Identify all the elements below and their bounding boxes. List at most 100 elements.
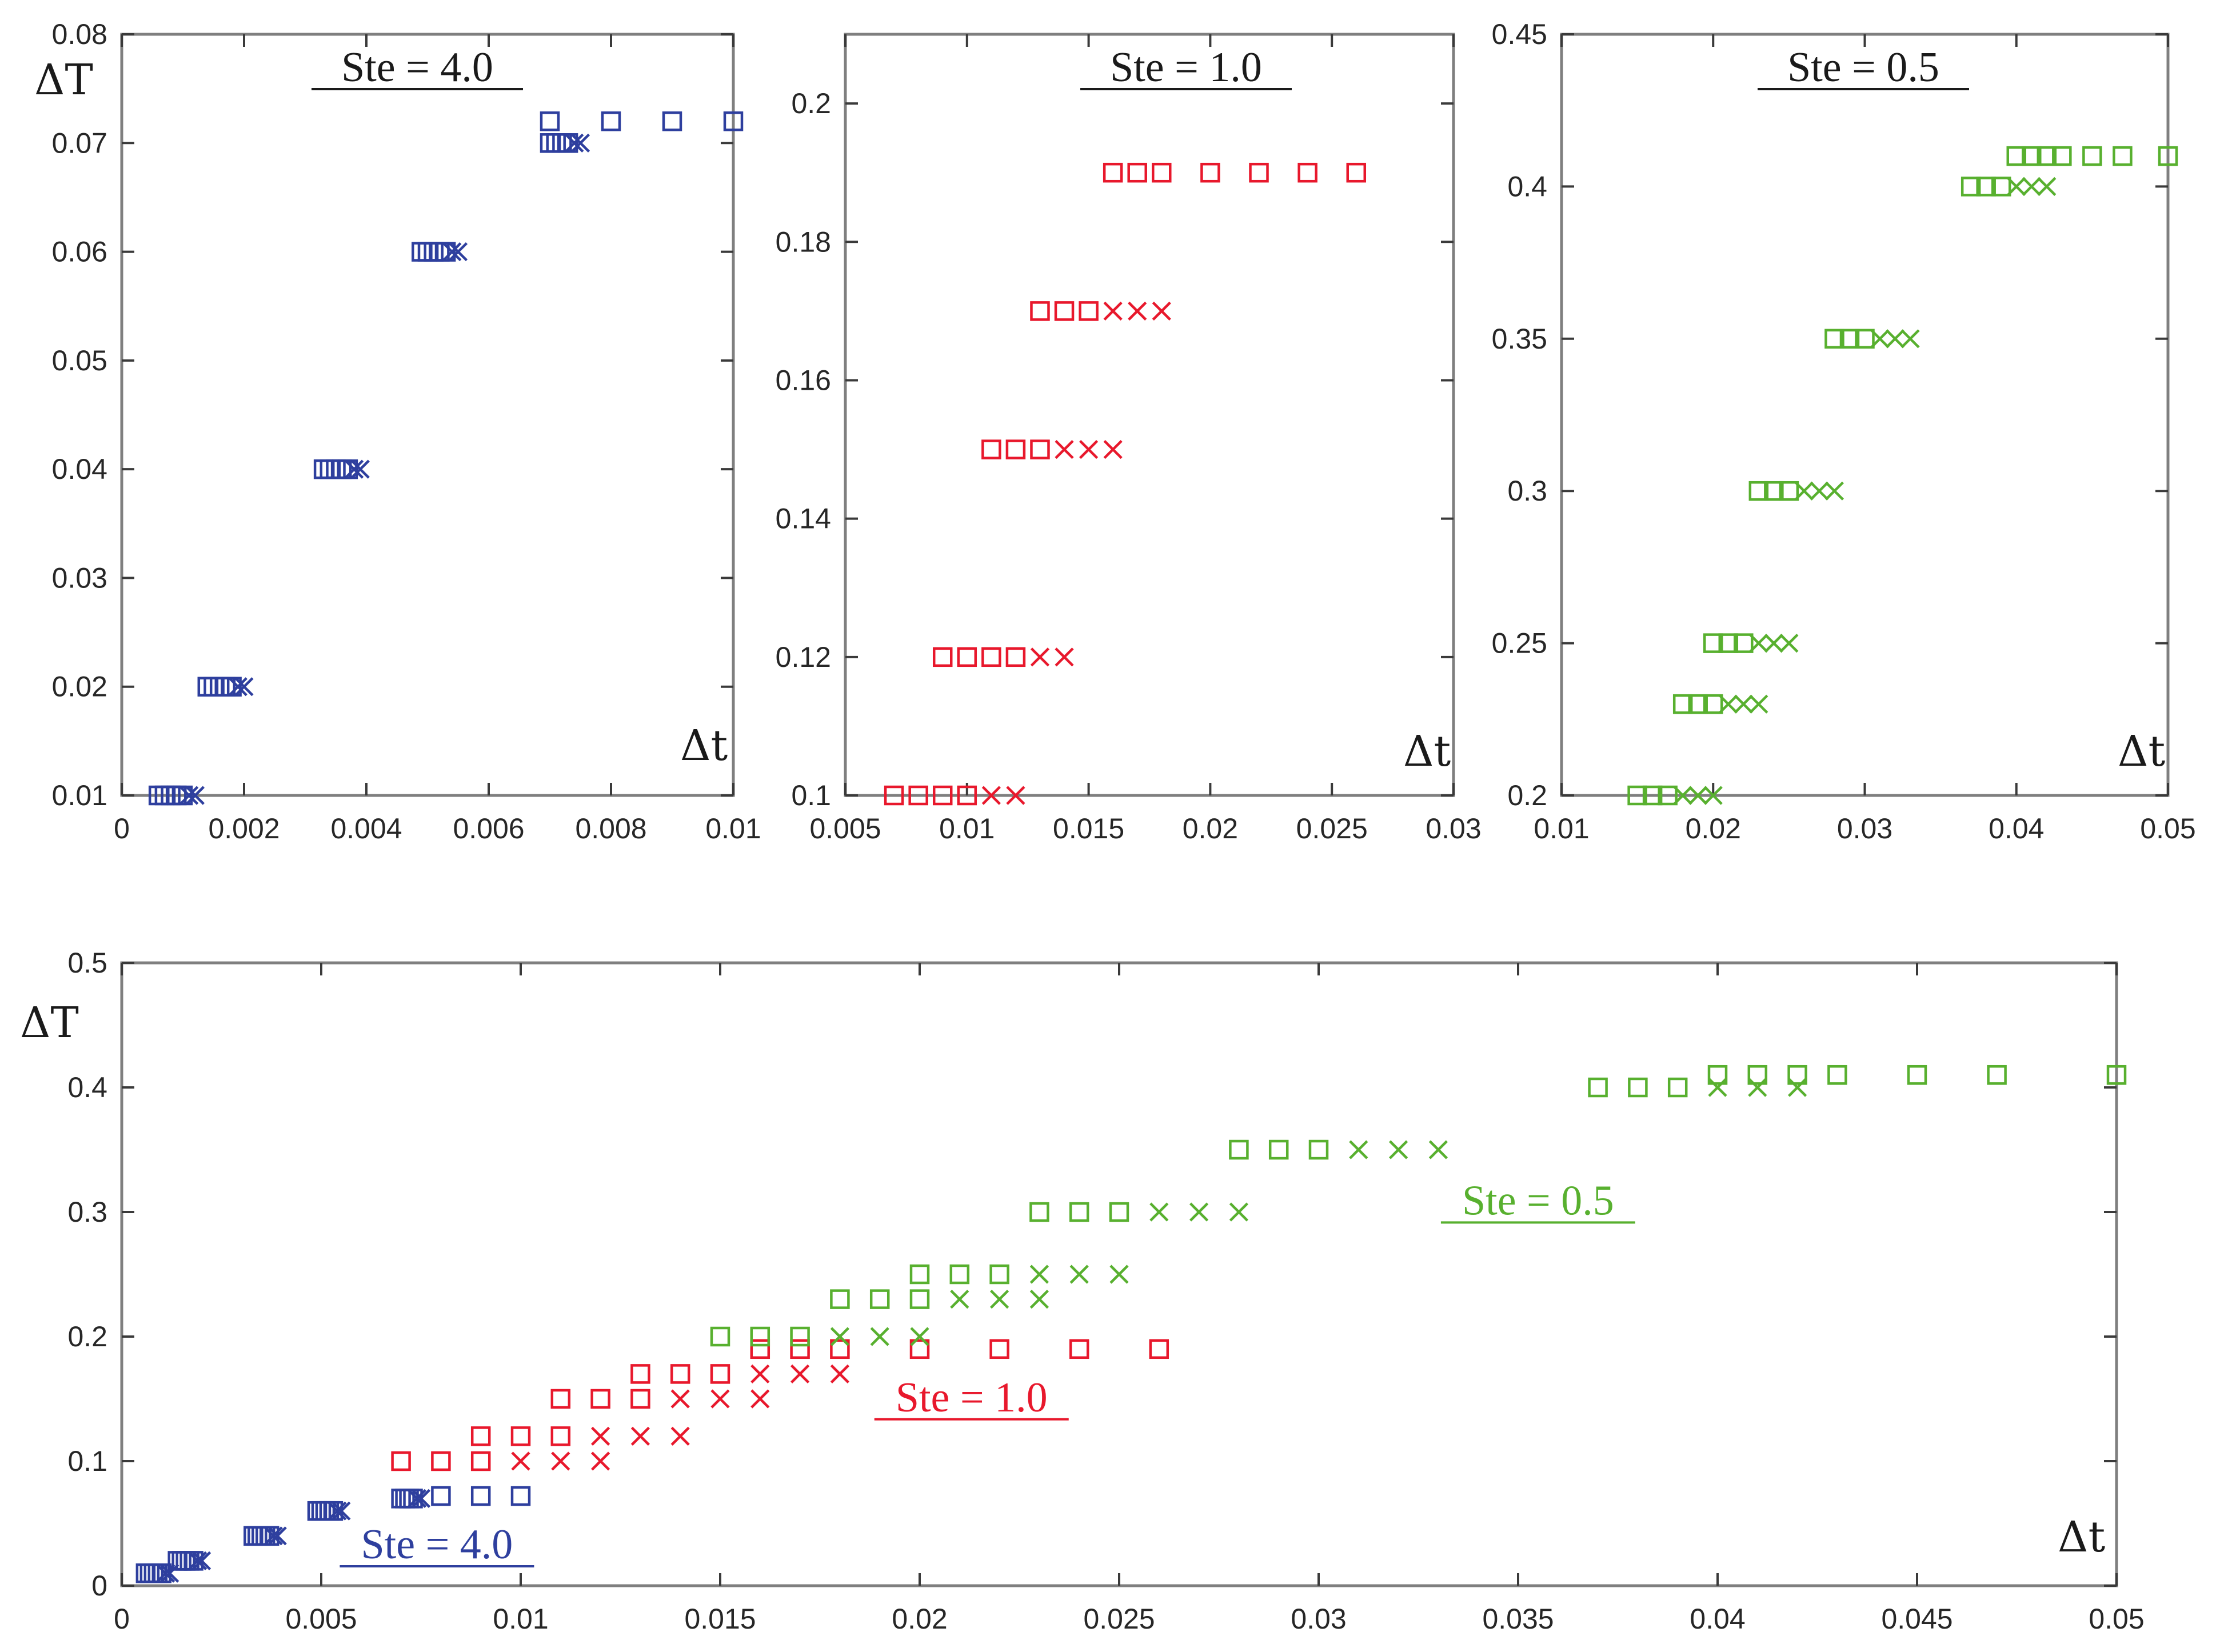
square-marker (1718, 633, 1739, 653)
y-tick-label: 0.16 (776, 364, 831, 396)
x-tick-label: 0.002 (208, 813, 280, 845)
x-tick-label: 0.025 (1083, 1603, 1155, 1635)
series (830, 1078, 1807, 1346)
cross-marker (870, 1327, 889, 1346)
cross-marker (1870, 329, 1890, 349)
cross-marker (1885, 329, 1905, 349)
cross-marker (1824, 481, 1844, 501)
cross-marker (950, 1290, 969, 1309)
square-marker (662, 111, 682, 131)
cross-marker (328, 1501, 347, 1521)
square-marker (1149, 1339, 1169, 1359)
square-marker (1628, 1077, 1648, 1098)
square-marker (1658, 785, 1678, 806)
cross-marker (790, 1364, 810, 1383)
cross-marker (332, 1501, 351, 1521)
x-tick-label: 0.045 (1881, 1603, 1953, 1635)
square-marker (750, 1326, 770, 1347)
cross-marker (591, 1426, 610, 1446)
x-axis-label: Δt (2058, 1513, 2105, 1562)
square-marker (1987, 1065, 2007, 1085)
cross-marker (185, 786, 205, 805)
cross-marker (830, 1364, 849, 1383)
y-axis-label: ΔT (34, 55, 93, 105)
square-marker (710, 1326, 730, 1347)
square-marker (1824, 329, 1844, 349)
cross-marker (1900, 329, 1920, 349)
square-marker (830, 1289, 850, 1309)
series (981, 301, 1171, 805)
square-marker (1297, 162, 1317, 183)
y-tick-label: 0 (91, 1570, 107, 1602)
square-marker (338, 459, 358, 479)
x-tick-label: 0.006 (453, 813, 524, 845)
chart-bottom: 0 0.005 0.01 0.015 0.02 0.025 0.03 0.035 0.04 0.0… (20, 947, 2145, 1635)
x-tick-label: 0.02 (1183, 813, 1238, 845)
cross-marker (179, 786, 199, 805)
cross-marker (1189, 1202, 1209, 1222)
cross-marker (1152, 301, 1171, 321)
square-marker (1030, 439, 1050, 459)
series (884, 162, 1367, 806)
square-marker (1688, 694, 1708, 714)
x-tick-label: 0.02 (1686, 813, 1741, 845)
x-tick-label: 0.015 (1053, 813, 1124, 845)
square-marker (550, 1389, 571, 1409)
cross-marker (750, 1364, 770, 1383)
square-marker (1054, 301, 1075, 321)
y-tick-label: 0.03 (52, 562, 107, 594)
square-marker (1703, 694, 1723, 714)
square-marker (909, 1289, 930, 1309)
y-tick-label: 0.04 (52, 453, 107, 485)
square-marker (830, 1339, 850, 1359)
square-marker (989, 1339, 1009, 1359)
cross-marker (710, 1389, 730, 1409)
square-marker (1103, 162, 1123, 183)
square-marker (590, 1389, 610, 1409)
square-marker (2106, 1065, 2127, 1085)
square-marker (1200, 162, 1220, 183)
cross-marker (1428, 1140, 1448, 1159)
cross-marker (1030, 647, 1050, 667)
cross-marker (630, 1426, 650, 1446)
cross-marker (1055, 439, 1074, 459)
y-tick-label: 0.5 (67, 947, 107, 979)
cross-marker (160, 1563, 179, 1583)
series (156, 1489, 431, 1583)
square-marker (601, 111, 621, 131)
x-axis-label: Δt (2118, 727, 2165, 776)
square-marker (1779, 481, 1799, 501)
square-marker (1069, 1202, 1089, 1222)
square-marker (391, 1451, 411, 1471)
cross-marker (228, 677, 247, 697)
y-tick-label: 0.1 (67, 1445, 107, 1477)
square-marker (436, 242, 456, 262)
cross-marker (2007, 177, 2026, 196)
square-marker (790, 1339, 810, 1359)
x-tick-label: 0.02 (892, 1603, 947, 1635)
y-tick-label: 0.06 (52, 236, 107, 268)
cross-marker (981, 786, 1001, 805)
square-marker (957, 647, 977, 667)
x-tick-label: 0.03 (1291, 1603, 1346, 1635)
cross-marker (1128, 301, 1147, 321)
square-marker (1991, 177, 2011, 197)
cross-marker (670, 1389, 690, 1409)
cross-marker (1029, 1265, 1049, 1284)
chart-top-left: 0 0.002 0.004 0.006 0.008 0.01 0.01 0.02 0.03 0.0… (34, 18, 761, 845)
y-tick-label: 0.02 (52, 671, 107, 703)
square-marker (2037, 146, 2057, 166)
y-tick-label: 0.2 (791, 87, 831, 119)
ste-annotation: Ste = 0.5 (1462, 1177, 1614, 1224)
square-marker (1030, 301, 1050, 321)
ste-annotation: Ste = 4.0 (361, 1521, 513, 1568)
x-tick-label: 0.05 (2140, 813, 2195, 845)
cross-marker (192, 1551, 211, 1570)
square-marker (470, 1451, 491, 1471)
cross-marker (1349, 1140, 1368, 1159)
cross-marker (910, 1327, 929, 1346)
square-marker (1787, 1065, 1807, 1085)
cross-marker (1708, 1078, 1727, 1097)
series (1627, 146, 2178, 806)
x-tick-label: 0.05 (2089, 1603, 2144, 1635)
